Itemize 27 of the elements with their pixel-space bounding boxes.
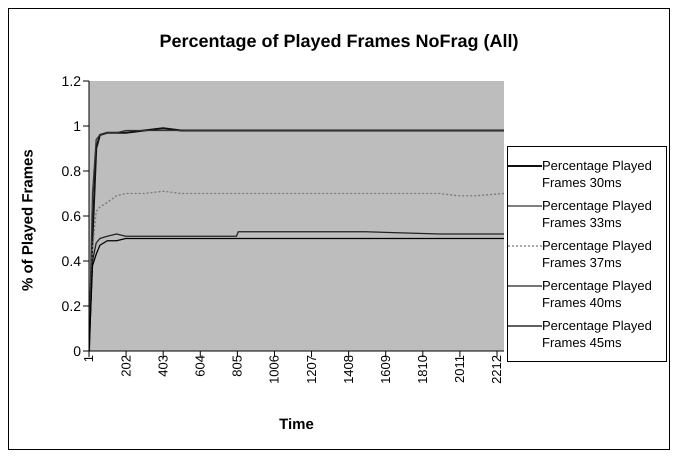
x-tick-label: 403: [155, 355, 170, 377]
y-tick-label: 1: [73, 118, 82, 134]
x-tick-label: 2011: [452, 355, 468, 383]
legend-label: Percentage Played Frames 37ms: [542, 236, 653, 270]
legend-label: Percentage Played Frames 40ms: [542, 276, 653, 310]
y-axis-title: % of Played Frames: [19, 149, 36, 291]
legend-label: Percentage Played Frames 33ms: [542, 196, 653, 230]
x-axis-title: Time: [279, 416, 314, 433]
legend-label: Percentage Played Frames 30ms: [542, 156, 653, 190]
y-tick-label: 0.4: [62, 252, 82, 269]
x-tick-label: 1: [81, 355, 96, 362]
y-tick-label: 1.2: [62, 72, 82, 89]
x-tick-label: 2212: [489, 355, 504, 384]
x-tick-label: 1810: [415, 355, 430, 384]
chart-title: Percentage of Played Frames NoFrag (All): [158, 31, 520, 53]
x-tick-label: 1609: [378, 355, 393, 384]
x-tick-label: 202: [118, 355, 134, 377]
y-tick-label: 0: [73, 342, 82, 359]
x-tick-label: 1207: [304, 355, 319, 384]
legend-label: Percentage Played Frames 45ms: [542, 316, 653, 350]
y-tick-label: 0.6: [62, 208, 82, 224]
y-tick-label: 0.8: [62, 162, 82, 179]
y-tick-label: 0.2: [62, 298, 82, 314]
x-tick-label: 1006: [266, 355, 282, 384]
x-tick-label: 805: [230, 355, 245, 377]
x-tick-label: 1408: [340, 355, 356, 384]
x-tick-label: 604: [192, 355, 208, 377]
